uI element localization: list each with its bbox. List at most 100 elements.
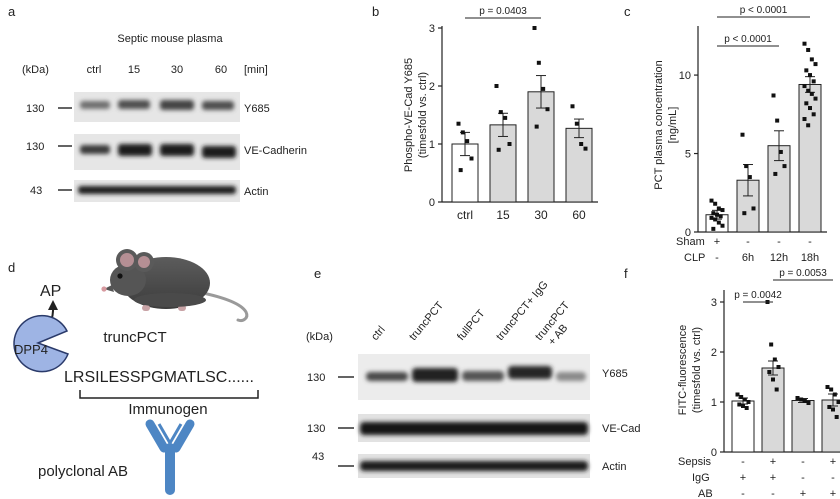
- panel-f-p-value: p = 0.0053: [779, 268, 827, 279]
- panel-c-data-point: [751, 206, 756, 211]
- panel-c-clp-mark: 12h: [770, 252, 788, 264]
- panel-f-bar: [791, 400, 815, 453]
- panel-b-data-point: [570, 104, 575, 109]
- panel-f-data-point: [836, 400, 840, 404]
- panel-a: a Septic mouse plasma (kDa) ctrl 15 30 6…: [8, 4, 307, 202]
- panel-a-kda-label: (kDa): [22, 64, 49, 76]
- panel-a-lane-label: 30: [171, 64, 183, 76]
- panel-b-data-point: [545, 107, 550, 112]
- panel-c-data-point: [716, 220, 721, 225]
- panel-f-igg-mark: +: [740, 472, 746, 484]
- panel-c: c PCT plasma concentration [ng/mL] 0 5 10 p…: [624, 4, 827, 264]
- panel-f-ab-mark: +: [800, 488, 806, 499]
- panel-c-sham-mark: -: [808, 236, 812, 248]
- panel-b-data-point: [532, 26, 537, 30]
- panel-b: b Phospho-VE-Cad Y685 (timesfold vs. ctr…: [372, 4, 598, 222]
- panel-e-blot-y685: [358, 354, 590, 400]
- panel-a-mw-label: 130: [26, 141, 44, 153]
- panel-c-chart: 0 5 10 p < 0.0001 p < 0.0001: [679, 5, 827, 239]
- panel-f-ylabel-line: FITC-fluorescence: [677, 325, 689, 415]
- panel-c-data-point: [813, 62, 818, 67]
- panel-e-mw-label: 130: [307, 423, 325, 435]
- panel-b-ylabel-line: Phospho-VE-Cad Y685: [403, 58, 415, 172]
- panel-f-data-point: [834, 415, 839, 419]
- panel-f-ab-mark: -: [741, 488, 745, 499]
- panel-c-data-point: [802, 84, 807, 89]
- panel-c-ylabel-line: PCT plasma concentration: [653, 60, 665, 189]
- panel-b-data-point: [574, 121, 579, 126]
- panel-f-data-point: [741, 404, 745, 408]
- panel-f-data-point: [776, 365, 781, 369]
- panel-b-x-tick-label: 60: [572, 208, 586, 222]
- panel-e-blot-actin: [358, 454, 590, 478]
- panel-f-y-tick-label: 2: [711, 347, 717, 359]
- panel-b-data-point: [494, 84, 499, 88]
- panel-a-blot-ve-cadherin: [74, 134, 240, 170]
- panel-c-clp-label: CLP: [684, 252, 705, 264]
- panel-d: d AP DPP4 truncPCT LRSI: [8, 249, 259, 495]
- panel-c-data-point: [711, 226, 716, 231]
- panel-f: f FITC-fluorescence (timesfold vs. ctrl)…: [624, 266, 840, 499]
- panel-b-data-point: [458, 168, 463, 173]
- panel-c-y-tick-label: 10: [679, 70, 691, 82]
- panel-c-data-point: [802, 117, 807, 122]
- panel-b-data-point: [534, 124, 539, 129]
- panel-b-bar: [527, 91, 555, 203]
- panel-f-igg-mark: +: [770, 472, 776, 484]
- panel-b-bar: [489, 124, 517, 203]
- panel-a-blot-y685: [74, 92, 240, 122]
- panel-c-data-point: [720, 223, 725, 228]
- panel-b-data-point: [469, 156, 474, 161]
- panel-b-data-point: [496, 147, 501, 152]
- panel-e: e (kDa) ctrl truncPCT fullPCT truncPCT+ …: [306, 266, 641, 478]
- panel-d-sequence: LRSILESSPGMATLSC......: [64, 369, 254, 386]
- panel-c-data-point: [747, 175, 752, 180]
- panel-f-ab-label: AB: [698, 488, 713, 499]
- panel-a-mw-label: 43: [30, 185, 42, 197]
- panel-e-band-label: Y685: [602, 368, 628, 380]
- panel-letter-b: b: [372, 4, 379, 19]
- panel-e-lane-label: fullPCT: [455, 307, 488, 343]
- panel-b-ylabel-line: (timesfold vs. ctrl): [417, 72, 429, 158]
- panel-b-data-point: [498, 110, 503, 115]
- panel-d-antibody-label: polyclonal AB: [38, 463, 128, 480]
- panel-c-data-point: [806, 47, 811, 52]
- panel-f-y-tick-label: 1: [711, 397, 717, 409]
- panel-f-data-point: [771, 377, 775, 382]
- panel-b-bar: [565, 127, 593, 203]
- panel-f-igg-label: IgG: [692, 472, 710, 484]
- panel-b-data-point: [583, 146, 588, 151]
- panel-c-sham-mark: -: [746, 236, 750, 248]
- panel-a-lane-label: 60: [215, 64, 227, 76]
- panel-f-ylabel-line: (timesfold vs. ctrl): [691, 327, 703, 413]
- panel-b-y-tick-label: 1: [429, 139, 435, 151]
- panel-f-data-point: [737, 402, 742, 407]
- panel-a-blot-actin: [74, 180, 240, 202]
- panel-c-data-point: [742, 211, 747, 216]
- panel-c-y-tick-label: 5: [685, 149, 691, 161]
- panel-letter-d: d: [8, 260, 15, 275]
- panel-a-unit-label: [min]: [244, 64, 268, 76]
- panel-c-data-point: [716, 206, 721, 211]
- panel-f-data-point: [829, 387, 834, 392]
- panel-c-data-point: [744, 164, 749, 169]
- panel-c-data-point: [778, 149, 783, 154]
- panel-a-mw-label: 130: [26, 103, 44, 115]
- panel-c-data-point: [802, 41, 807, 46]
- panel-e-blot-ve-cad: [358, 414, 590, 442]
- panel-f-igg-mark: -: [831, 472, 835, 484]
- panel-c-data-point: [713, 201, 718, 206]
- panel-letter-e: e: [314, 266, 321, 281]
- panel-f-data-point: [735, 392, 740, 397]
- panel-d-dpp4-label: DPP4: [14, 342, 48, 357]
- panel-f-data-point: [739, 395, 744, 399]
- panel-e-band-label: VE-Cad: [602, 423, 641, 435]
- panel-c-clp-mark: -: [715, 252, 719, 264]
- panel-b-chart: 0 1 2 3 ctrl 15 30 60 p = 0.0403: [429, 6, 598, 222]
- mouse-icon: [101, 249, 249, 322]
- panel-f-data-point: [802, 399, 807, 403]
- panel-c-data-point: [720, 208, 725, 213]
- panel-c-sham-mark: +: [714, 236, 720, 248]
- panel-e-lane-label: ctrl: [369, 324, 388, 343]
- panel-f-ab-mark: -: [771, 488, 775, 499]
